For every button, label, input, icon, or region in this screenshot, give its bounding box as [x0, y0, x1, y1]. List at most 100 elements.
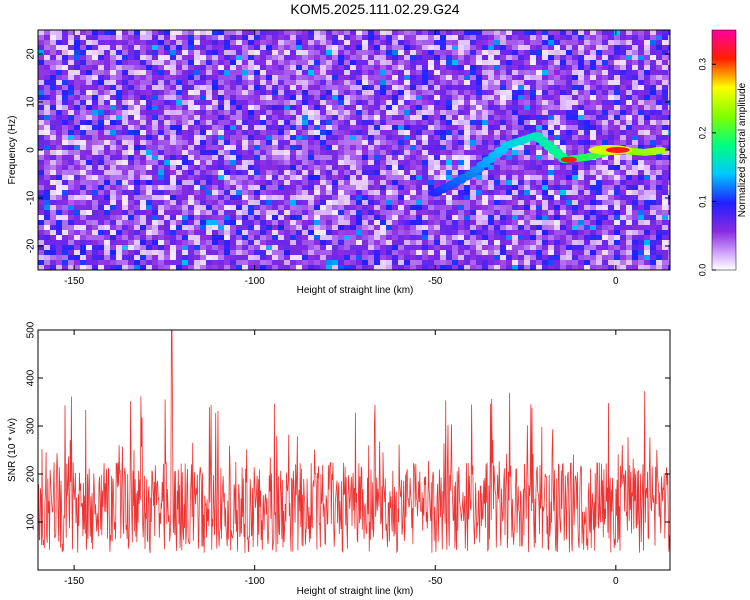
heatmap-cell: [188, 200, 195, 206]
heatmap-cell: [104, 105, 111, 111]
heatmap-cell: [614, 165, 621, 171]
heatmap-cell: [68, 160, 75, 166]
heatmap-cell: [290, 255, 297, 261]
heatmap-cell: [200, 125, 207, 131]
heatmap-cell: [602, 50, 609, 56]
heatmap-cell: [398, 235, 405, 241]
heatmap-cell: [92, 40, 99, 46]
heatmap-cell: [362, 235, 369, 241]
heatmap-cell: [350, 80, 357, 86]
heatmap-cell: [182, 130, 189, 136]
heatmap-cell: [104, 95, 111, 101]
heatmap-cell: [266, 150, 273, 156]
heatmap-cell: [128, 150, 135, 156]
heatmap-cell: [530, 110, 537, 116]
heatmap-cell: [584, 40, 591, 46]
heatmap-cell: [512, 50, 519, 56]
heatmap-cell: [356, 185, 363, 191]
heatmap-cell: [362, 215, 369, 221]
heatmap-cell: [122, 135, 129, 141]
heatmap-cell: [458, 80, 465, 86]
heatmap-cell: [356, 145, 363, 151]
heatmap-cell: [584, 75, 591, 81]
heatmap-cell: [278, 150, 285, 156]
heatmap-cell: [530, 140, 537, 146]
heatmap-cell: [602, 260, 609, 266]
heatmap-cell: [308, 70, 315, 76]
heatmap-cell: [524, 145, 531, 151]
heatmap-cell: [464, 250, 471, 256]
heatmap-cell: [116, 160, 123, 166]
heatmap-cell: [308, 30, 315, 36]
heatmap-cell: [92, 185, 99, 191]
heatmap-cell: [620, 140, 627, 146]
heatmap-cell: [278, 180, 285, 186]
heatmap-cell: [518, 205, 525, 211]
heatmap-cell: [374, 50, 381, 56]
heatmap-cell: [596, 105, 603, 111]
heatmap-cell: [338, 35, 345, 41]
heatmap-cell: [104, 210, 111, 216]
heatmap-cell: [200, 195, 207, 201]
heatmap-cell: [554, 90, 561, 96]
heatmap-cell: [614, 135, 621, 141]
heatmap-cell: [266, 40, 273, 46]
heatmap-cell: [110, 185, 117, 191]
heatmap-cell: [638, 85, 645, 91]
heatmap-cell: [296, 85, 303, 91]
heatmap-cell: [188, 230, 195, 236]
heatmap-cell: [68, 150, 75, 156]
heatmap-cell: [578, 235, 585, 241]
heatmap-cell: [494, 160, 501, 166]
heatmap-cell: [194, 130, 201, 136]
heatmap-cell: [140, 190, 147, 196]
heatmap-cell: [434, 50, 441, 56]
heatmap-cell: [452, 155, 459, 161]
heatmap-cell: [164, 95, 171, 101]
heatmap-cell: [254, 250, 261, 256]
heatmap-cell: [566, 75, 573, 81]
heatmap-cell: [518, 170, 525, 176]
heatmap-cell: [194, 125, 201, 131]
heatmap-cell: [380, 35, 387, 41]
heatmap-cell: [74, 55, 81, 61]
heatmap-cell: [530, 120, 537, 126]
heatmap-cell: [152, 155, 159, 161]
heatmap-cell: [452, 245, 459, 251]
heatmap-cell: [62, 260, 69, 266]
heatmap-cell: [656, 180, 663, 186]
heatmap-cell: [260, 170, 267, 176]
heatmap-cell: [542, 215, 549, 221]
heatmap-cell: [614, 235, 621, 241]
heatmap-cell: [434, 195, 441, 201]
heatmap-cell: [296, 150, 303, 156]
heatmap-cell: [320, 190, 327, 196]
heatmap-cell: [302, 55, 309, 61]
heatmap-cell: [38, 115, 45, 121]
heatmap-cell: [326, 35, 333, 41]
heatmap-cell: [290, 60, 297, 66]
heatmap-cell: [146, 160, 153, 166]
heatmap-cell: [440, 90, 447, 96]
heatmap-cell: [404, 260, 411, 266]
heatmap-cell: [452, 125, 459, 131]
heatmap-cell: [374, 165, 381, 171]
heatmap-cell: [662, 215, 669, 221]
heatmap-cell: [74, 250, 81, 256]
heatmap-cell: [242, 65, 249, 71]
heatmap-cell: [278, 220, 285, 226]
heatmap-cell: [242, 35, 249, 41]
heatmap-cell: [524, 165, 531, 171]
heatmap-cell: [176, 85, 183, 91]
heatmap-cell: [224, 135, 231, 141]
heatmap-cell: [410, 200, 417, 206]
heatmap-cell: [614, 245, 621, 251]
heatmap-cell: [56, 255, 63, 261]
heatmap-cell: [500, 85, 507, 91]
heatmap-cell: [428, 210, 435, 216]
heatmap-cell: [134, 30, 141, 36]
heatmap-cell: [656, 165, 663, 171]
heatmap-cell: [104, 235, 111, 241]
heatmap-cell: [326, 215, 333, 221]
heatmap-cell: [374, 90, 381, 96]
